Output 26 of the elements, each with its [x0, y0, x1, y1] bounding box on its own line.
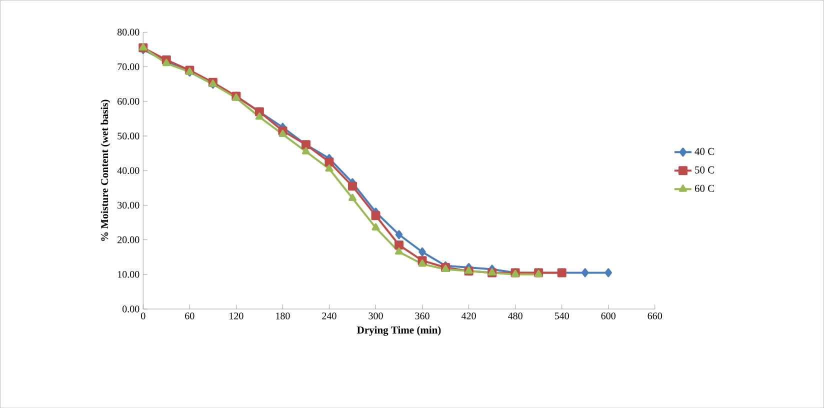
y-tick-label: 20.00 [118, 236, 140, 244]
x-tick-label: 360 [415, 312, 430, 320]
legend-label: 50 C [695, 166, 714, 174]
y-tick-label: 60.00 [118, 98, 140, 105]
y-tick-label: 50.00 [118, 132, 140, 140]
y-tick-label: 40.00 [117, 167, 140, 174]
y-tick-label: 80.00 [117, 28, 140, 36]
legend-label: 60 C [694, 184, 714, 192]
y-tick-label: 10.00 [118, 270, 140, 278]
x-tick-label: 480 [508, 312, 522, 320]
legend-label: 40 C [694, 148, 714, 155]
x-axis-title: Drying Time (min) [357, 326, 441, 336]
y-tick-label: 30.00 [118, 202, 140, 209]
x-tick-label: 0 [141, 312, 146, 320]
x-tick-label: 60 [185, 312, 194, 320]
y-axis-title: % Moisture Content (wet basis) [100, 100, 110, 241]
x-tick-label: 180 [276, 312, 290, 320]
x-tick-label: 240 [322, 312, 336, 320]
x-tick-label: 540 [554, 312, 569, 320]
x-tick-label: 120 [230, 312, 244, 320]
x-tick-label: 660 [648, 312, 662, 320]
x-tick-label: 300 [368, 312, 383, 320]
y-tick-label: 0.00 [122, 306, 140, 312]
x-tick-label: 600 [601, 312, 616, 320]
y-tick-label: 70.00 [118, 63, 140, 70]
x-tick-label: 420 [461, 312, 476, 320]
